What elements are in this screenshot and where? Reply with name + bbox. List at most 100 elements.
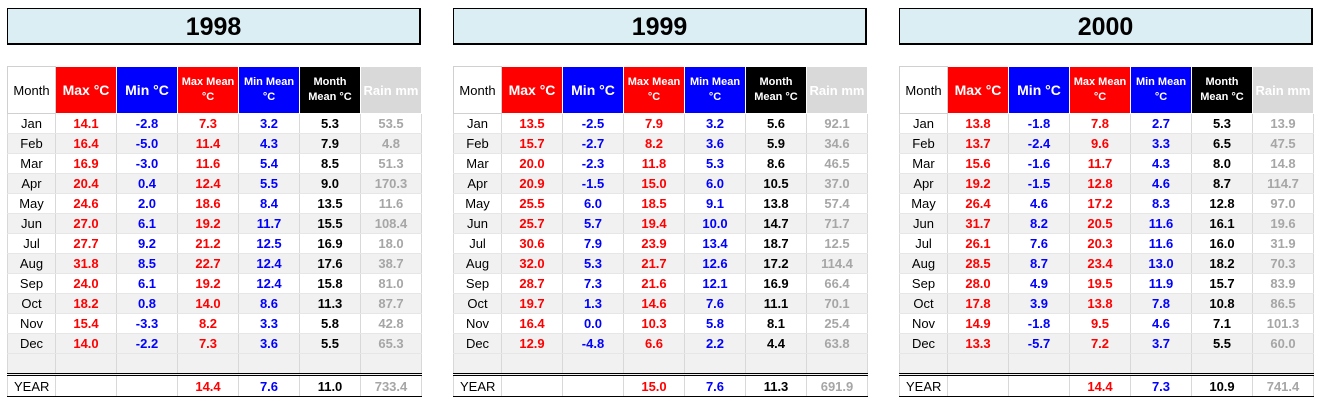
total-month-mean: 11.0 [299,373,361,397]
total-min-mean: 7.3 [1130,373,1192,397]
cell-max: 27.7 [55,233,117,254]
cell-max: 16.4 [501,313,563,334]
cell-month-mean: 5.6 [745,113,807,134]
total-month-mean: 11.3 [745,373,807,397]
cell-month-mean: 8.5 [299,153,361,174]
cell-rain: 34.6 [806,133,868,154]
cell-rain: 47.5 [1252,133,1314,154]
total-empty [947,373,1009,397]
cell-min-mean: 12.4 [238,253,300,274]
blank-cell [7,353,56,375]
cell-min-mean: 2.2 [684,333,746,354]
total-empty [562,373,624,397]
total-max-mean: 14.4 [1069,373,1131,397]
cell-rain: 114.4 [806,253,868,274]
table-row: Feb 16.4 -5.0 11.4 4.3 7.9 4.8 [7,133,422,154]
cell-min-mean: 13.0 [1130,253,1192,274]
header-month: Month [899,66,948,114]
header-month-mean: Month Mean °C [299,66,361,114]
cell-max-mean: 8.2 [177,313,239,334]
cell-max-mean: 7.3 [177,333,239,354]
blank-cell [1069,353,1131,375]
cell-month: Jul [7,233,56,254]
cell-month: Apr [899,173,948,194]
header-min-mean: Min Mean °C [1130,66,1192,114]
cell-max: 13.8 [947,113,1009,134]
cell-rain: 114.7 [1252,173,1314,194]
header-min-mean: Min Mean °C [238,66,300,114]
climate-table: Month Max °C Min °C Max Mean °C Min Mean °C M… [7,66,422,397]
blank-row [899,353,1314,375]
header-max: Max °C [55,66,117,114]
cell-month: Jan [899,113,948,134]
table-row: Mar 16.9 -3.0 11.6 5.4 8.5 51.3 [7,153,422,174]
table-row: Feb 13.7 -2.4 9.6 3.3 6.5 47.5 [899,133,1314,154]
cell-max: 26.1 [947,233,1009,254]
cell-month: Mar [899,153,948,174]
cell-month-mean: 18.7 [745,233,807,254]
cell-month: Aug [899,253,948,274]
cell-min-mean: 5.3 [684,153,746,174]
cell-min: -1.8 [1008,313,1070,334]
cell-rain: 42.8 [360,313,422,334]
cell-max: 25.5 [501,193,563,214]
cell-max: 13.7 [947,133,1009,154]
cell-min-mean: 13.4 [684,233,746,254]
cell-min: 3.9 [1008,293,1070,314]
cell-rain: 70.3 [1252,253,1314,274]
cell-rain: 81.0 [360,273,422,294]
cell-max: 24.0 [55,273,117,294]
blank-cell [947,353,1009,375]
total-min-mean: 7.6 [238,373,300,397]
cell-max-mean: 13.8 [1069,293,1131,314]
cell-min-mean: 4.6 [1130,173,1192,194]
cell-max-mean: 11.8 [623,153,685,174]
table-row: May 25.5 6.0 18.5 9.1 13.8 57.4 [453,193,868,214]
cell-month-mean: 8.7 [1191,173,1253,194]
cell-max: 13.5 [501,113,563,134]
header-max: Max °C [501,66,563,114]
cell-max: 28.7 [501,273,563,294]
cell-min: -1.6 [1008,153,1070,174]
cell-rain: 66.4 [806,273,868,294]
table-row: Oct 18.2 0.8 14.0 8.6 11.3 87.7 [7,293,422,314]
cell-min-mean: 7.6 [684,293,746,314]
blank-cell [1252,353,1314,375]
cell-rain: 31.9 [1252,233,1314,254]
cell-min: 5.3 [562,253,624,274]
year-title: 2000 [899,8,1313,45]
cell-min: -1.5 [562,173,624,194]
cell-max-mean: 7.3 [177,113,239,134]
cell-month-mean: 7.1 [1191,313,1253,334]
cell-rain: 51.3 [360,153,422,174]
cell-rain: 46.5 [806,153,868,174]
cell-max: 17.8 [947,293,1009,314]
cell-max-mean: 11.7 [1069,153,1131,174]
cell-month-mean: 13.8 [745,193,807,214]
cell-month: Mar [453,153,502,174]
header-max-mean: Max Mean °C [177,66,239,114]
cell-rain: 83.9 [1252,273,1314,294]
cell-max-mean: 10.3 [623,313,685,334]
cell-min-mean: 6.0 [684,173,746,194]
header-month-mean: Month Mean °C [745,66,807,114]
cell-month-mean: 16.1 [1191,213,1253,234]
cell-min-mean: 11.7 [238,213,300,234]
cell-max-mean: 9.6 [1069,133,1131,154]
total-rain: 691.9 [806,373,868,397]
table-row: Nov 14.9 -1.8 9.5 4.6 7.1 101.3 [899,313,1314,334]
cell-rain: 71.7 [806,213,868,234]
cell-max-mean: 22.7 [177,253,239,274]
cell-rain: 11.6 [360,193,422,214]
cell-month-mean: 15.7 [1191,273,1253,294]
table-row: Jan 14.1 -2.8 7.3 3.2 5.3 53.5 [7,113,422,134]
cell-rain: 19.6 [1252,213,1314,234]
header-month-mean: Month Mean °C [1191,66,1253,114]
cell-max: 20.9 [501,173,563,194]
cell-min: 8.2 [1008,213,1070,234]
table-row: Apr 19.2 -1.5 12.8 4.6 8.7 114.7 [899,173,1314,194]
cell-min: 6.1 [116,273,178,294]
cell-month-mean: 16.9 [745,273,807,294]
header-rain: Rain mm [360,66,422,114]
cell-max-mean: 12.4 [177,173,239,194]
